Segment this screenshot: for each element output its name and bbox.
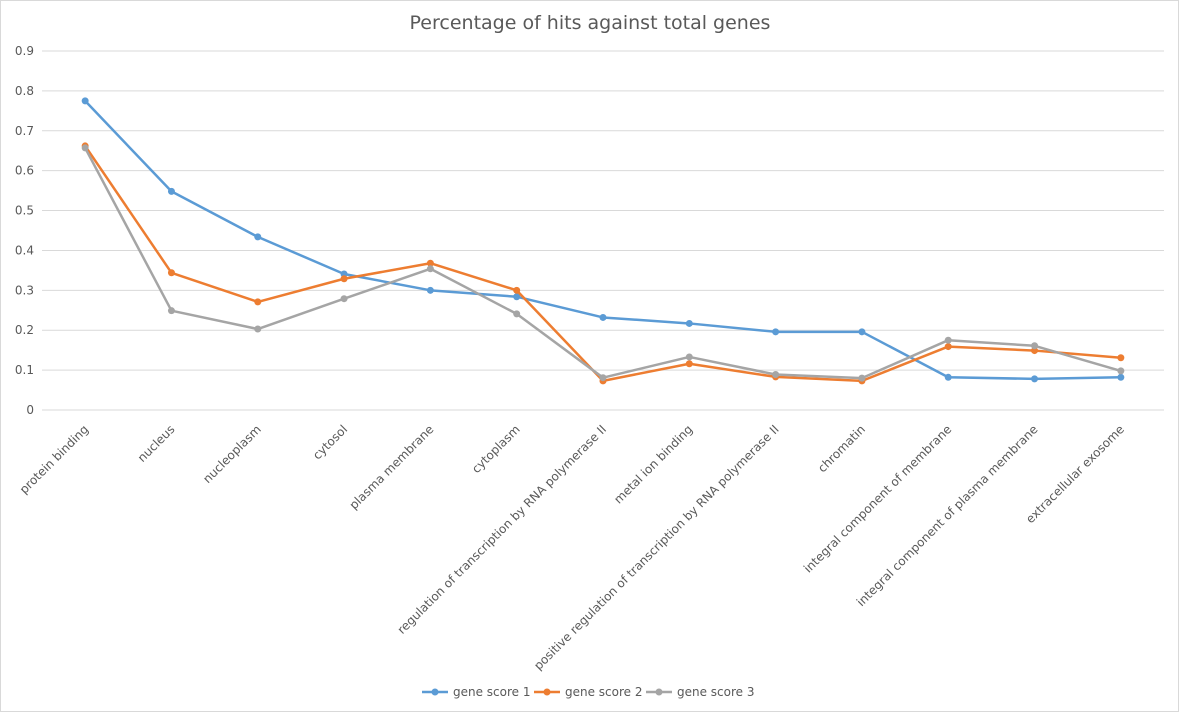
y-tick-label: 0.3: [15, 283, 34, 297]
data-point: [1031, 342, 1039, 350]
data-point: [1117, 373, 1125, 381]
data-point: [167, 269, 175, 277]
data-point: [1117, 367, 1125, 375]
y-tick-label: 0.7: [15, 124, 34, 138]
x-axis-ticks: protein binding nucleus nucleoplasm cytosol…: [17, 422, 1127, 673]
data-point: [685, 353, 693, 361]
data-point: [254, 298, 262, 306]
x-tick-label: extracellular exosome: [1023, 422, 1127, 526]
data-point: [1031, 375, 1039, 383]
series-2: [81, 142, 1125, 385]
x-tick-label: plasma membrane: [347, 422, 437, 512]
data-point: [167, 187, 175, 195]
y-tick-label: 0.2: [15, 323, 34, 337]
data-point: [1031, 347, 1039, 355]
data-point: [685, 360, 693, 368]
y-tick-label: 0.8: [15, 84, 34, 98]
x-tick-label: integral component of plasma membrane: [854, 422, 1041, 609]
data-point: [254, 325, 262, 333]
data-point: [685, 319, 693, 327]
data-point: [1117, 354, 1125, 362]
series-3: [81, 144, 1125, 382]
data-point: [513, 286, 521, 294]
y-tick-label: 0.1: [15, 363, 34, 377]
x-tick-label: regulation of transcription by RNA polym…: [395, 422, 610, 637]
y-axis-ticks: 0 0.1 0.2 0.3 0.4 0.5 0.6 0.7 0.8 0.9: [15, 44, 34, 417]
legend-marker: [543, 688, 551, 696]
data-point: [254, 233, 262, 241]
data-point: [513, 293, 521, 301]
data-point: [599, 313, 607, 321]
x-tick-label: protein binding: [17, 422, 91, 496]
data-point: [340, 275, 348, 283]
series-line: [84, 99, 1121, 381]
data-point: [426, 265, 434, 273]
legend-label: gene score 3: [677, 685, 755, 699]
data-point: [81, 97, 89, 105]
x-tick-label: nucleus: [135, 422, 178, 465]
y-tick-label: 0.6: [15, 164, 34, 178]
legend-label: gene score 2: [565, 685, 643, 699]
series-lines: [81, 97, 1125, 385]
data-point: [944, 343, 952, 351]
x-tick-label: cytosol: [310, 422, 350, 462]
legend-item: gene score 3: [646, 685, 755, 699]
data-point: [81, 144, 89, 152]
series-line: [84, 147, 1122, 380]
chart-title: Percentage of hits against total genes: [410, 12, 771, 34]
legend-marker: [431, 688, 439, 696]
legend-item: gene score 2: [534, 685, 643, 699]
legend: gene score 1 gene score 2 gene score 3: [422, 685, 755, 699]
gridlines: [42, 50, 1164, 411]
series-1: [81, 97, 1125, 383]
series-line: [84, 145, 1121, 383]
y-tick-label: 0: [26, 403, 34, 417]
y-tick-label: 0.5: [15, 204, 34, 218]
data-point: [858, 328, 866, 336]
data-point: [599, 374, 607, 382]
data-point: [858, 374, 866, 382]
legend-marker: [655, 688, 663, 696]
data-point: [426, 286, 434, 294]
x-tick-label: integral component of membrane: [801, 422, 954, 575]
x-tick-label: chromatin: [815, 422, 868, 475]
y-tick-label: 0.4: [15, 243, 34, 257]
data-point: [340, 270, 348, 278]
x-tick-label: metal ion binding: [611, 422, 695, 506]
data-point: [167, 307, 175, 315]
data-point: [513, 310, 521, 318]
legend-item: gene score 1: [422, 685, 531, 699]
y-tick-label: 0.9: [15, 44, 34, 58]
x-tick-label: nucleoplasm: [200, 422, 264, 486]
legend-label: gene score 1: [453, 685, 531, 699]
x-tick-label: cytoplasm: [469, 422, 523, 476]
data-point: [340, 295, 348, 303]
data-point: [426, 259, 434, 267]
data-point: [772, 328, 780, 336]
data-point: [772, 370, 780, 378]
data-point: [944, 336, 952, 344]
data-point: [944, 373, 952, 381]
